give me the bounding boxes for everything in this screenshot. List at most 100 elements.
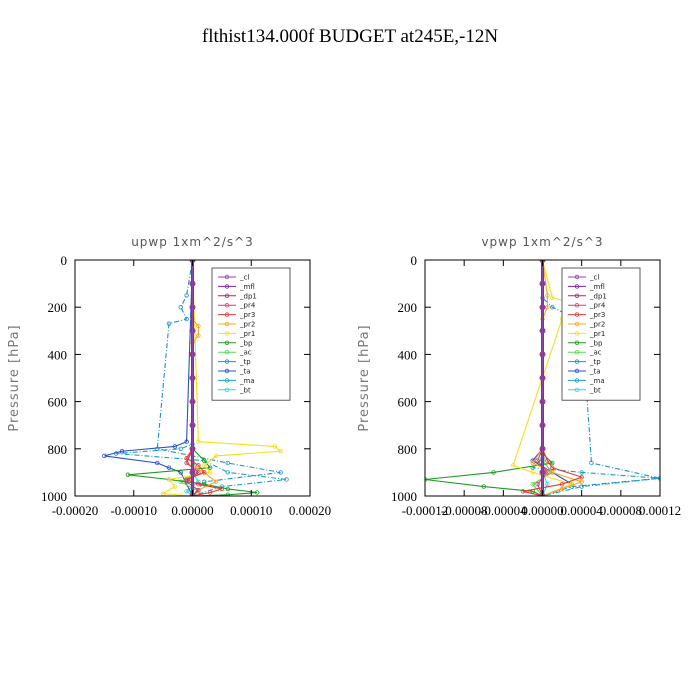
series-marker-pr1	[550, 295, 555, 300]
series-marker-tp	[178, 305, 183, 310]
series-marker-bp	[550, 460, 555, 466]
series-marker-ta	[102, 453, 107, 459]
x-tick-label: 0.00008	[600, 503, 642, 518]
series-marker-pr3	[196, 463, 201, 468]
panel-title: vpwp 1xm^2/s^3	[481, 235, 603, 249]
y-tick-label: 800	[48, 442, 68, 457]
series-marker-pr2	[196, 323, 201, 329]
series-marker-pr1	[272, 444, 277, 449]
series-marker-pr4	[196, 487, 201, 493]
legend-label-pr1: _pr1	[239, 330, 255, 338]
legend-marker-pr3	[574, 312, 580, 317]
series-marker-pr3	[207, 490, 213, 495]
legend-marker-pr1	[574, 331, 580, 336]
x-tick-label: 0.00004	[561, 503, 604, 518]
legend-marker-tp	[224, 359, 230, 364]
series-marker-cl	[190, 305, 195, 310]
legend-label-pr4: _pr4	[589, 302, 606, 310]
legend-marker-pr3	[224, 312, 230, 317]
y-tick-label: 600	[48, 395, 68, 410]
legend-marker-pr2	[224, 321, 230, 327]
series-marker-tp	[225, 460, 230, 466]
series-marker-bt	[545, 482, 550, 487]
legend-label-mfl: _mfl	[589, 283, 605, 291]
series-marker-cl	[540, 423, 545, 428]
series-marker-pr4	[184, 479, 189, 485]
legend-marker-pr4	[574, 303, 580, 308]
y-tick-label: 1000	[41, 489, 67, 504]
series-marker-pr1	[196, 439, 201, 444]
y-tick-label: 800	[398, 442, 418, 457]
series-marker-pr1	[207, 470, 213, 475]
legend-label-pr4: _pr4	[239, 302, 256, 310]
legend-marker-bt	[574, 387, 580, 392]
series-marker-pr1	[160, 491, 166, 496]
series-marker-tp	[184, 293, 189, 298]
series-marker-pr1	[278, 448, 283, 454]
series-marker-cl	[190, 375, 195, 381]
legend-marker-ta	[224, 368, 230, 374]
legend-label-ac: _ac	[589, 349, 602, 357]
legend-label-bt: _bt	[589, 386, 601, 394]
legend-marker-ac	[574, 350, 580, 355]
y-tick-label: 200	[398, 300, 418, 315]
x-tick-label: -0.00004	[480, 503, 527, 518]
y-tick-label: 400	[398, 347, 418, 362]
series-marker-cl	[190, 352, 195, 357]
series-marker-pr3	[545, 458, 550, 463]
legend-marker-cl	[574, 274, 580, 280]
series-line-pr3	[185, 260, 223, 496]
series-marker-ta	[155, 460, 160, 466]
series-marker-cl	[190, 399, 195, 404]
legend-label-ac: _ac	[239, 349, 252, 357]
series-line-pr1	[161, 260, 283, 496]
series-marker-bp	[125, 472, 131, 477]
y-axis-label: Pressure [hPa]	[7, 324, 22, 431]
series-marker-pr4	[196, 470, 201, 475]
panel-title: upwp 1xm^2/s^3	[131, 235, 254, 249]
series-marker-pr1	[202, 463, 207, 468]
series-marker-bp	[202, 458, 207, 463]
series-line-ma	[531, 260, 660, 496]
series-marker-pr4	[545, 470, 550, 475]
series-marker-pr4	[535, 482, 540, 487]
legend-marker-mfl	[574, 284, 580, 289]
series-marker-ma	[225, 470, 230, 475]
series-marker-cl	[540, 328, 545, 333]
series-marker-cl	[190, 423, 195, 428]
legend-label-pr3: _pr3	[239, 311, 255, 319]
series-marker-tp	[657, 476, 660, 481]
legend-label-pr2: _pr2	[239, 321, 255, 329]
series-marker-pr2	[213, 479, 219, 485]
series-marker-bp	[491, 470, 496, 475]
series-marker-pr2	[579, 479, 584, 485]
y-axis-label: Pressure [hPa]	[357, 324, 372, 431]
legend-marker-ma	[224, 378, 230, 383]
legend-marker-ta	[574, 368, 580, 374]
x-tick-label: 0.00012	[639, 503, 681, 518]
series-line-tp	[156, 260, 281, 496]
legend-label-cl: _cl	[589, 274, 599, 282]
series-line-pr2	[531, 260, 584, 496]
series-marker-cl	[190, 446, 195, 451]
x-tick-label: -0.00008	[441, 503, 488, 518]
series-marker-cl	[540, 281, 545, 286]
legend-marker-bp	[574, 340, 580, 345]
series-marker-pr3	[559, 482, 565, 487]
legend-marker-pr2	[574, 321, 580, 327]
legend-marker-bt	[224, 387, 230, 392]
series-marker-ta	[166, 465, 172, 470]
series-marker-cl	[540, 399, 545, 404]
x-tick-label: 0.00000	[521, 503, 563, 518]
series-marker-pr3	[579, 474, 584, 480]
y-tick-label: 200	[48, 300, 68, 315]
x-tick-label: 0.00020	[289, 503, 331, 518]
series-marker-cl	[540, 352, 545, 357]
legend-marker-dp1	[574, 293, 580, 298]
series-marker-pr2	[545, 305, 550, 310]
x-tick-label: -0.00020	[52, 503, 99, 518]
series-marker-tp	[184, 316, 189, 322]
series-marker-bp	[225, 492, 230, 496]
series-marker-cl	[190, 470, 195, 475]
